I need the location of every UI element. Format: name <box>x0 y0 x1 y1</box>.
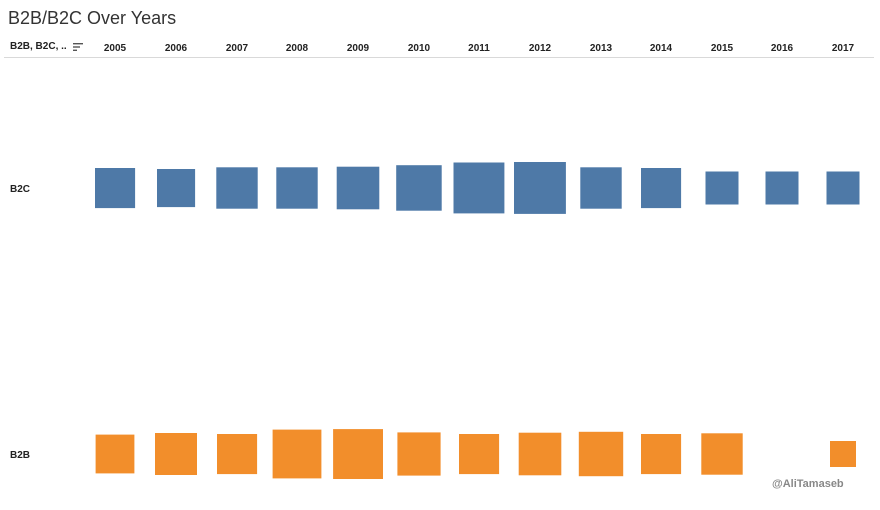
square-mark-b2b-2017[interactable] <box>830 441 856 467</box>
column-header-2016: 2016 <box>771 43 794 54</box>
square-mark-b2b-2008[interactable] <box>272 429 322 479</box>
row-label-b2c: B2C <box>10 184 30 195</box>
column-header-2012: 2012 <box>529 43 552 54</box>
column-header-2017: 2017 <box>832 43 855 54</box>
square-mark-b2c-2014[interactable] <box>641 168 682 209</box>
square-mark-b2b-2014[interactable] <box>641 434 682 475</box>
square-mark-b2b-2010[interactable] <box>397 432 441 476</box>
square-mark-b2c-2016[interactable] <box>765 171 799 205</box>
square-mark-b2b-2006[interactable] <box>155 433 197 475</box>
square-mark-b2b-2005[interactable] <box>95 434 135 474</box>
square-mark-b2b-2007[interactable] <box>217 434 258 475</box>
column-header-2007: 2007 <box>226 43 249 54</box>
column-header-2006: 2006 <box>165 43 188 54</box>
square-mark-b2b-2012[interactable] <box>518 432 562 476</box>
square-mark-b2c-2007[interactable] <box>216 167 258 209</box>
square-mark-b2c-2012[interactable] <box>514 162 566 214</box>
square-mark-b2c-2015[interactable] <box>705 171 739 205</box>
square-mark-b2b-2015[interactable] <box>701 433 743 475</box>
square-mark-b2b-2011[interactable] <box>459 434 500 475</box>
row-field-label: B2B, B2C, .. <box>10 41 67 52</box>
square-mark-b2c-2010[interactable] <box>396 165 442 211</box>
column-header-2011: 2011 <box>468 43 490 54</box>
column-header-2015: 2015 <box>711 43 734 54</box>
row-label-b2b: B2B <box>10 450 30 461</box>
column-header-2008: 2008 <box>286 43 309 54</box>
column-header-2014: 2014 <box>650 43 673 54</box>
square-mark-b2c-2013[interactable] <box>580 167 622 209</box>
square-mark-b2c-2017[interactable] <box>826 171 860 205</box>
column-header-2013: 2013 <box>590 43 613 54</box>
watermark: @AliTamaseb <box>772 478 844 490</box>
column-header-2005: 2005 <box>104 43 127 54</box>
column-header-2010: 2010 <box>408 43 431 54</box>
square-mark-b2c-2006[interactable] <box>157 169 196 208</box>
square-mark-b2b-2013[interactable] <box>578 431 624 477</box>
square-mark-b2b-2009[interactable] <box>333 429 383 479</box>
square-mark-b2c-2005[interactable] <box>95 168 136 209</box>
column-header-2009: 2009 <box>347 43 370 54</box>
sort-icon[interactable] <box>72 41 84 53</box>
square-mark-b2c-2009[interactable] <box>336 166 380 210</box>
header-divider <box>4 57 874 58</box>
square-mark-b2c-2011[interactable] <box>453 162 505 214</box>
square-mark-b2c-2008[interactable] <box>276 167 318 209</box>
chart-title: B2B/B2C Over Years <box>8 8 177 28</box>
